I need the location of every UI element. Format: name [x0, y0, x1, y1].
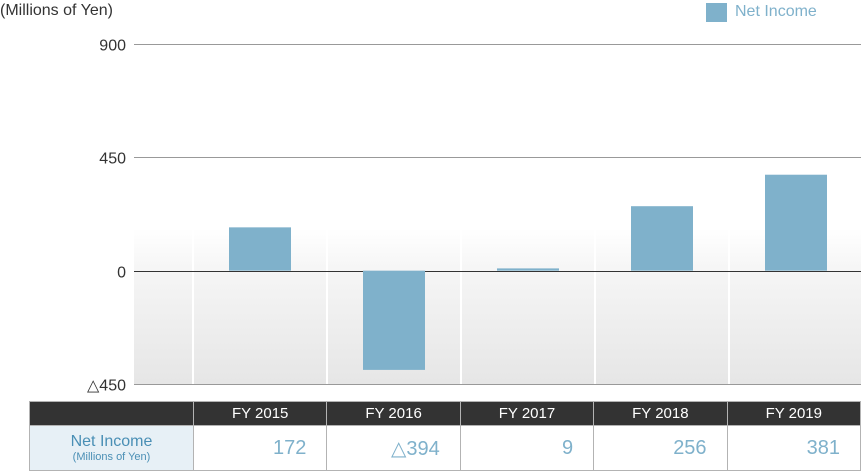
y-tick-label: △450: [87, 378, 126, 395]
bar-fy2017: [497, 268, 559, 271]
legend-label: Net Income: [735, 3, 817, 20]
column-divider: [460, 228, 462, 384]
column-divider: [192, 228, 194, 384]
table-header-fy2016: FY 2016: [326, 401, 461, 426]
table-cell-fy2017: 9: [459, 425, 595, 471]
legend: Net Income: [706, 2, 817, 22]
table-header-fy2017: FY 2017: [459, 401, 595, 426]
y-unit-label: (Millions of Yen): [0, 2, 113, 19]
table-corner: [29, 401, 194, 426]
table-row-header: Net Income (Millions of Yen): [29, 425, 194, 471]
legend-swatch: [706, 2, 727, 22]
table-header-row: FY 2015 FY 2016 FY 2017 FY 2018 FY 2019: [29, 401, 862, 426]
table-header-fy2019: FY 2019: [726, 401, 862, 426]
row-title: Net Income: [70, 433, 153, 451]
bar-fy2018: [631, 206, 693, 271]
y-tick-label: 900: [99, 38, 126, 55]
table-cell-fy2018: 256: [593, 425, 728, 471]
column-divider: [594, 228, 596, 384]
table-row: Net Income (Millions of Yen) 172 △394 9 …: [29, 425, 862, 471]
table-cell-fy2016: △394: [326, 425, 461, 471]
data-table: FY 2015 FY 2016 FY 2017 FY 2018 FY 2019 …: [29, 401, 862, 471]
y-tick-label: 0: [117, 265, 126, 282]
bar-fy2016: [363, 270, 425, 370]
bar-fy2019: [765, 174, 827, 271]
table-header-fy2018: FY 2018: [593, 401, 728, 426]
table-header-fy2015: FY 2015: [192, 401, 328, 426]
table-cell-fy2019: 381: [726, 425, 862, 471]
column-divider: [326, 228, 328, 384]
column-divider: [728, 228, 730, 384]
bar-fy2015: [229, 227, 291, 271]
bar-chart: 900 450 0 △450: [87, 38, 861, 395]
row-subtitle: (Millions of Yen): [72, 450, 151, 463]
y-tick-label: 450: [99, 151, 126, 168]
table-cell-fy2015: 172: [192, 425, 328, 471]
